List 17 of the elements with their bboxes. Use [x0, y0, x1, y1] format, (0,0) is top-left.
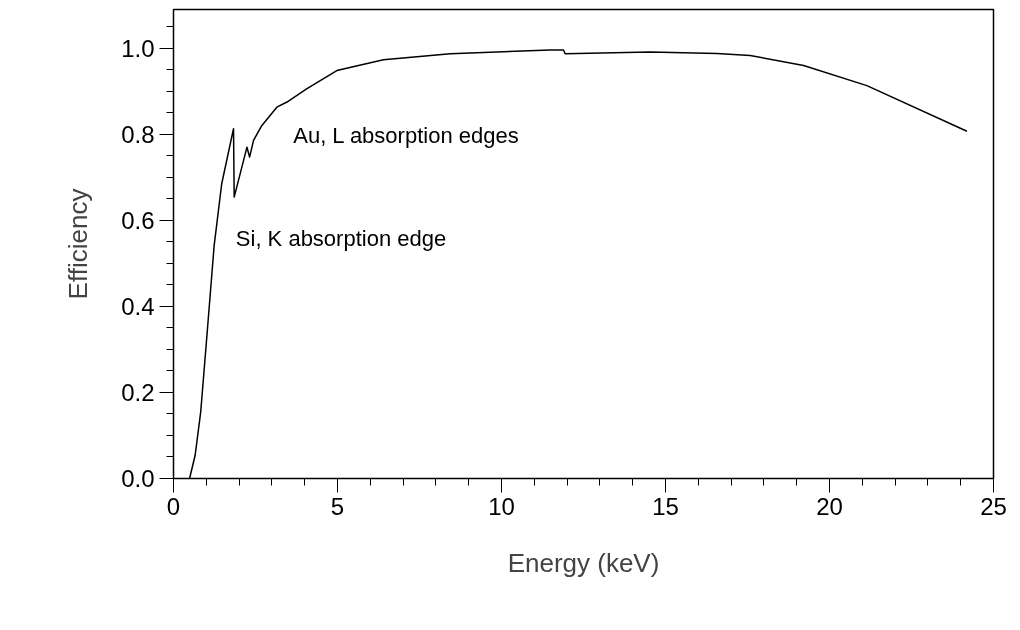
y-tick-label: 0.4	[121, 292, 155, 320]
y-tick-label: 0.8	[121, 120, 155, 148]
annotation: Si, K absorption edge	[235, 225, 447, 251]
x-tick-label: 20	[816, 492, 843, 520]
x-tick-label: 0	[166, 492, 181, 520]
y-tick-label: 0.0	[121, 465, 155, 492]
x-tick-label: 15	[652, 492, 679, 520]
y-tick-label: 0.2	[121, 378, 155, 406]
y-axis-title: Efficiency	[63, 188, 94, 300]
y-tick-label: 1.0	[121, 34, 155, 62]
line-series	[188, 49, 968, 479]
x-tick-label: 25	[980, 492, 1007, 520]
y-tick-label: 0.6	[121, 206, 155, 234]
annotation: Au, L absorption edges	[293, 123, 519, 149]
x-tick-label: 5	[330, 492, 345, 520]
x-tick-label: 10	[488, 492, 515, 520]
x-axis-title: Energy (keV)	[507, 547, 660, 578]
